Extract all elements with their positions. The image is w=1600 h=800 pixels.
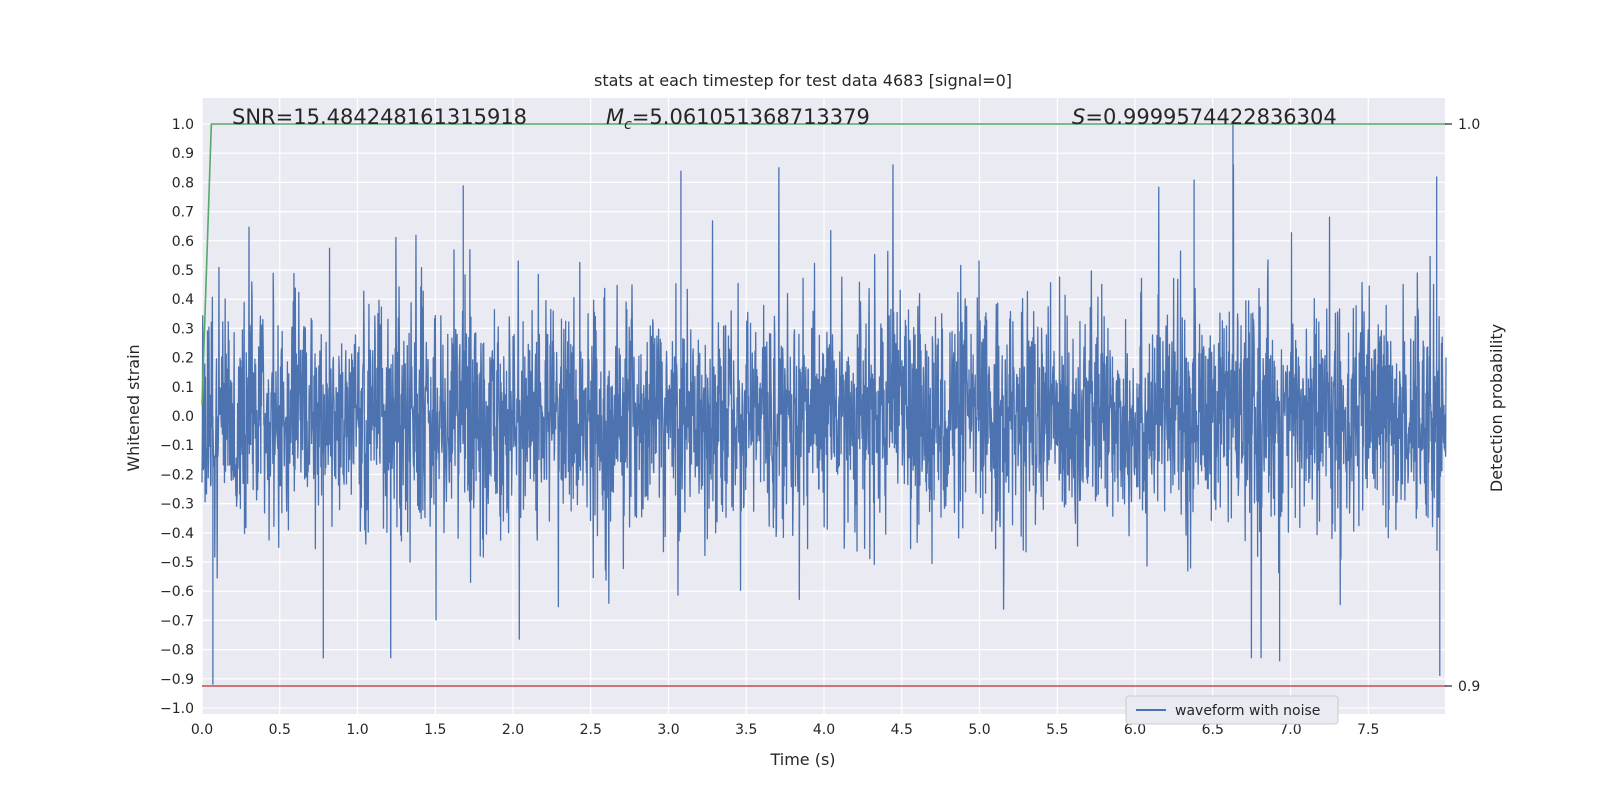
y-tick-label: −0.8	[160, 643, 194, 659]
x-axis-label: Time (s)	[769, 750, 835, 769]
y-tick-label: −1.0	[160, 701, 194, 717]
x-tick-label: 1.5	[424, 722, 446, 738]
x-tick-label: 4.5	[891, 722, 913, 738]
series-layer	[201, 123, 1447, 687]
x-tick-label: 5.0	[968, 722, 990, 738]
s-value: =0.9999574422836304	[1085, 105, 1336, 129]
legend: waveform with noise	[1125, 695, 1339, 725]
y2-tick-label: 1.0	[1458, 117, 1480, 133]
y-tick-label: −0.7	[160, 613, 194, 629]
x-axis-ticks: 0.0 0.5 1.0 1.5 2.0 2.5 3.0 3.5 4.0 4.5 5.0 5.5 6.0 6…	[191, 722, 1380, 738]
x-tick-label: 7.5	[1357, 722, 1379, 738]
y-tick-label: 0.9	[172, 146, 194, 162]
chirp-mass-value: =5.061051368713379	[632, 105, 870, 129]
y-tick-label: 0.6	[172, 234, 194, 250]
chirp-mass-annotation: Mc=5.061051368713379	[606, 105, 870, 133]
y-tick-label: 0.4	[172, 292, 194, 308]
x-tick-label: 0.5	[269, 722, 291, 738]
x-tick-label: 3.5	[735, 722, 757, 738]
x-tick-label: 2.5	[580, 722, 602, 738]
s-annotation: S=0.9999574422836304	[1072, 105, 1337, 129]
waveform-noise-line	[201, 124, 1447, 685]
x-tick-label: 6.5	[1202, 722, 1224, 738]
y2-tick-label: 0.9	[1458, 679, 1480, 695]
y-tick-label: 0.5	[172, 263, 194, 279]
y-tick-label: 0.2	[172, 351, 194, 367]
y-tick-label: 0.3	[172, 321, 194, 337]
y-tick-label: 0.1	[172, 380, 194, 396]
x-tick-label: 4.0	[813, 722, 835, 738]
y-tick-label: −0.3	[160, 497, 194, 513]
y-tick-label: −0.9	[160, 672, 194, 688]
x-tick-label: 7.0	[1279, 722, 1301, 738]
legend-frame	[1125, 695, 1339, 725]
y-tick-label: −0.6	[160, 584, 194, 600]
y-axis-ticks: 1.0 0.9 0.8 0.7 0.6 0.5 0.4 0.3 0.2 0.1 0.0 −0.1 −0.…	[160, 117, 194, 717]
x-tick-label: 6.0	[1124, 722, 1146, 738]
chirp-mass-subscript: c	[624, 117, 632, 133]
x-tick-label: 5.5	[1046, 722, 1068, 738]
y-tick-label: 1.0	[172, 117, 194, 133]
y-tick-label: 0.8	[172, 175, 194, 191]
y-tick-label: −0.5	[160, 555, 194, 571]
y-axis-label: Whitened strain	[124, 344, 143, 471]
snr-annotation: SNR=15.484248161315918	[232, 105, 527, 129]
s-symbol: S	[1072, 105, 1085, 129]
y-tick-label: −0.2	[160, 467, 194, 483]
y-tick-label: 0.0	[172, 409, 194, 425]
chart-title: stats at each timestep for test data 468…	[594, 71, 1012, 90]
y-tick-label: −0.4	[160, 526, 194, 542]
x-tick-label: 2.0	[502, 722, 524, 738]
x-tick-label: 0.0	[191, 722, 213, 738]
plot-area	[201, 98, 1447, 714]
x-tick-label: 3.0	[657, 722, 679, 738]
detection-probability-line	[201, 123, 1446, 406]
chirp-mass-symbol: M	[606, 105, 624, 129]
x-tick-label: 1.0	[346, 722, 368, 738]
legend-label: waveform with noise	[1175, 703, 1320, 719]
y-tick-label: −0.1	[160, 438, 194, 454]
y2-axis-ticks: 1.0 0.9	[1445, 117, 1480, 695]
y2-axis-label: Detection probability	[1487, 324, 1506, 492]
y-tick-label: 0.7	[172, 205, 194, 221]
